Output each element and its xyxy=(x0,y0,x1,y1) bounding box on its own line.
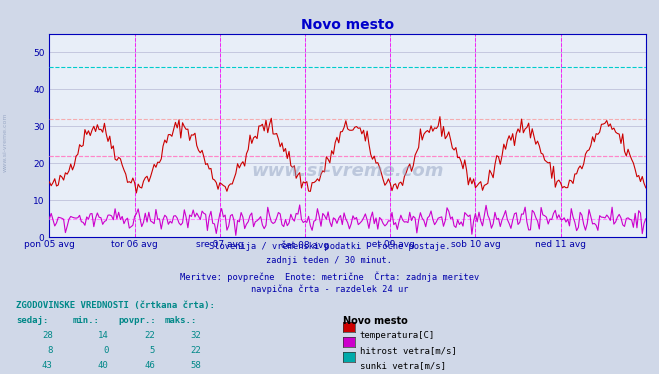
Text: 22: 22 xyxy=(190,346,201,355)
Text: 46: 46 xyxy=(144,361,155,370)
Text: 5: 5 xyxy=(150,346,155,355)
Text: 8: 8 xyxy=(47,346,53,355)
Text: Novo mesto: Novo mesto xyxy=(343,316,407,326)
Text: sunki vetra[m/s]: sunki vetra[m/s] xyxy=(360,361,446,370)
Text: 58: 58 xyxy=(190,361,201,370)
Text: www.si-vreme.com: www.si-vreme.com xyxy=(3,112,8,172)
Text: hitrost vetra[m/s]: hitrost vetra[m/s] xyxy=(360,346,457,355)
Text: 43: 43 xyxy=(42,361,53,370)
Text: sedaj:: sedaj: xyxy=(16,316,49,325)
Text: Slovenija / vremenski podatki - ročne postaje.: Slovenija / vremenski podatki - ročne po… xyxy=(209,241,450,251)
Text: 40: 40 xyxy=(98,361,109,370)
Text: temperatura[C]: temperatura[C] xyxy=(360,331,435,340)
Text: www.si-vreme.com: www.si-vreme.com xyxy=(251,162,444,180)
Text: min.:: min.: xyxy=(72,316,100,325)
Text: povpr.:: povpr.: xyxy=(119,316,156,325)
Title: Novo mesto: Novo mesto xyxy=(301,18,394,33)
Text: 14: 14 xyxy=(98,331,109,340)
Text: maks.:: maks.: xyxy=(165,316,197,325)
Text: 0: 0 xyxy=(103,346,109,355)
Text: 28: 28 xyxy=(42,331,53,340)
Text: Meritve: povprečne  Enote: metrične  Črta: zadnja meritev: Meritve: povprečne Enote: metrične Črta:… xyxy=(180,271,479,282)
Text: navpična črta - razdelek 24 ur: navpična črta - razdelek 24 ur xyxy=(251,284,408,294)
Text: 22: 22 xyxy=(144,331,155,340)
Text: zadnji teden / 30 minut.: zadnji teden / 30 minut. xyxy=(266,256,393,265)
Text: 32: 32 xyxy=(190,331,201,340)
Text: ZGODOVINSKE VREDNOSTI (črtkana črta):: ZGODOVINSKE VREDNOSTI (črtkana črta): xyxy=(16,301,215,310)
